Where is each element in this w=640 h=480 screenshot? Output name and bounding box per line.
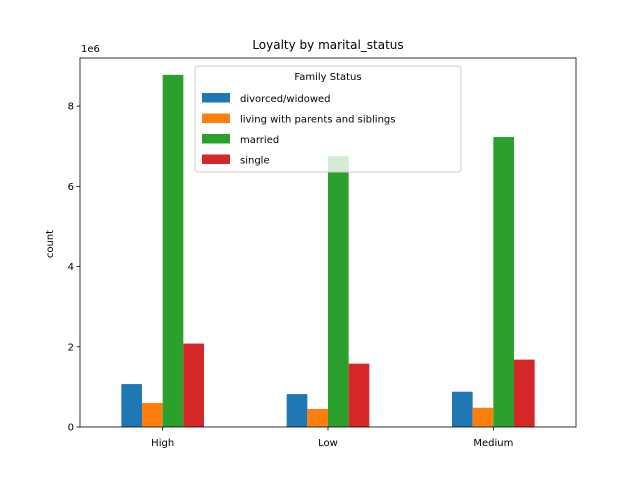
bar-living-with-parents-and-siblings-high <box>142 402 163 427</box>
y-axis-title: count <box>45 230 56 258</box>
legend-swatch <box>202 154 230 164</box>
bar-married-low <box>328 156 349 427</box>
bar-single-low <box>348 363 370 427</box>
legend-swatch <box>202 134 230 144</box>
bar-divorced-widowed-high <box>121 384 142 427</box>
bar-divorced-widowed-medium <box>452 391 473 427</box>
y-tick-label: 0 <box>68 423 74 434</box>
legend-box <box>194 65 462 173</box>
y-tick-label: 8 <box>68 102 74 113</box>
x-tick-label: Low <box>318 438 338 449</box>
legend-label: living with parents and siblings <box>240 115 395 126</box>
x-tick-label: High <box>151 438 174 449</box>
legend-label: married <box>240 135 279 146</box>
legend-swatch <box>202 93 230 103</box>
bar-living-with-parents-and-siblings-medium <box>472 407 494 427</box>
bar-single-medium <box>514 359 535 427</box>
bar-married-high <box>162 74 184 427</box>
bar-married-medium <box>493 137 514 427</box>
legend: Family Status divorced/widowed living with… <box>194 65 462 173</box>
legend-swatch <box>202 113 230 123</box>
y-tick-label: 6 <box>68 182 74 193</box>
legend-title: Family Status <box>294 72 361 83</box>
legend-label: divorced/widowed <box>240 94 331 105</box>
y-tick-label: 2 <box>68 342 74 353</box>
y-offset-label: 1e6 <box>81 44 100 55</box>
plot-area: 0 2 4 6 8 High Low Medium <box>68 57 577 449</box>
y-tick-label: 4 <box>68 262 74 273</box>
legend-label: single <box>240 156 270 167</box>
bar-divorced-widowed-low <box>286 394 308 427</box>
bar-living-with-parents-and-siblings-low <box>307 408 328 427</box>
chart-title: Loyalty by marital_status <box>252 38 403 52</box>
x-tick-label: Medium <box>473 438 513 449</box>
bar-single-high <box>183 343 204 427</box>
